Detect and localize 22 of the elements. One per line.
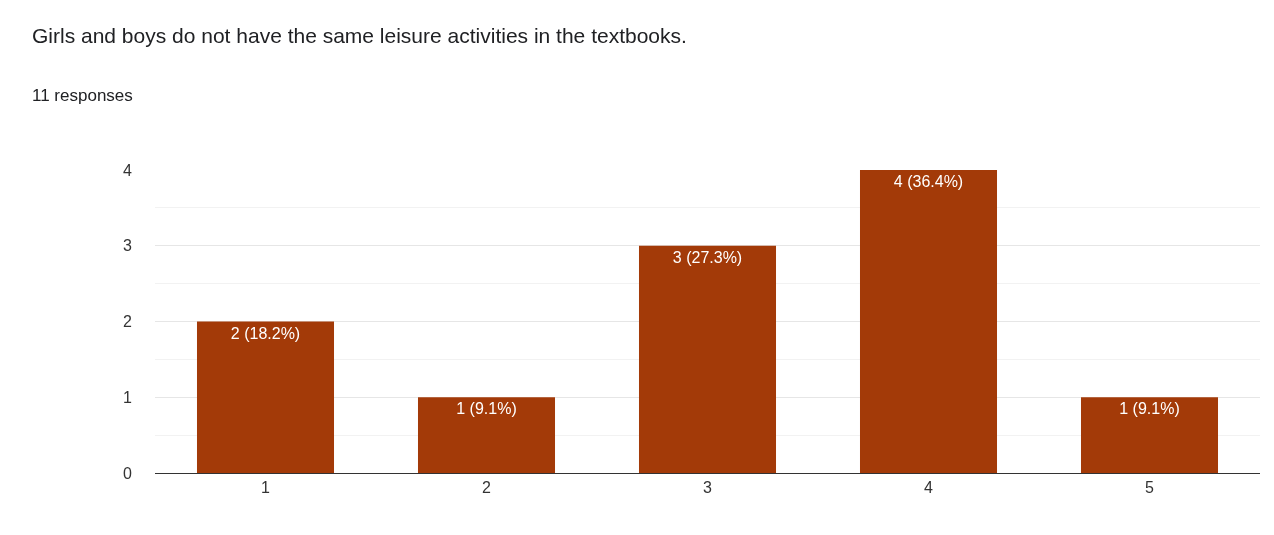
x-tick-label: 2 (482, 479, 492, 497)
y-tick-label: 2 (123, 313, 133, 331)
y-tick-label: 3 (123, 237, 133, 255)
x-tick-label: 4 (924, 479, 934, 497)
chart-subtitle: 11 responses (32, 86, 133, 105)
y-tick-label: 1 (123, 388, 133, 406)
data-label: 2 (18.2%) (230, 324, 301, 342)
data-label: 3 (27.3%) (672, 248, 743, 266)
bar (417, 397, 556, 473)
y-tick-label: 0 (123, 464, 133, 482)
x-tick-label: 3 (703, 479, 713, 497)
data-label: 4 (36.4%) (893, 173, 964, 190)
data-label: 1 (9.1%) (1119, 400, 1180, 418)
x-tick-label: 5 (1145, 479, 1155, 497)
x-tick-label: 1 (261, 479, 271, 497)
bar (1080, 397, 1219, 473)
y-tick-label: 4 (123, 161, 133, 179)
data-label: 1 (9.1%) (456, 400, 517, 418)
bar (638, 245, 777, 473)
bar (196, 321, 335, 473)
chart-title: Girls and boys do not have the same leisure activities in the textbooks. (32, 24, 687, 47)
bar (859, 170, 998, 473)
